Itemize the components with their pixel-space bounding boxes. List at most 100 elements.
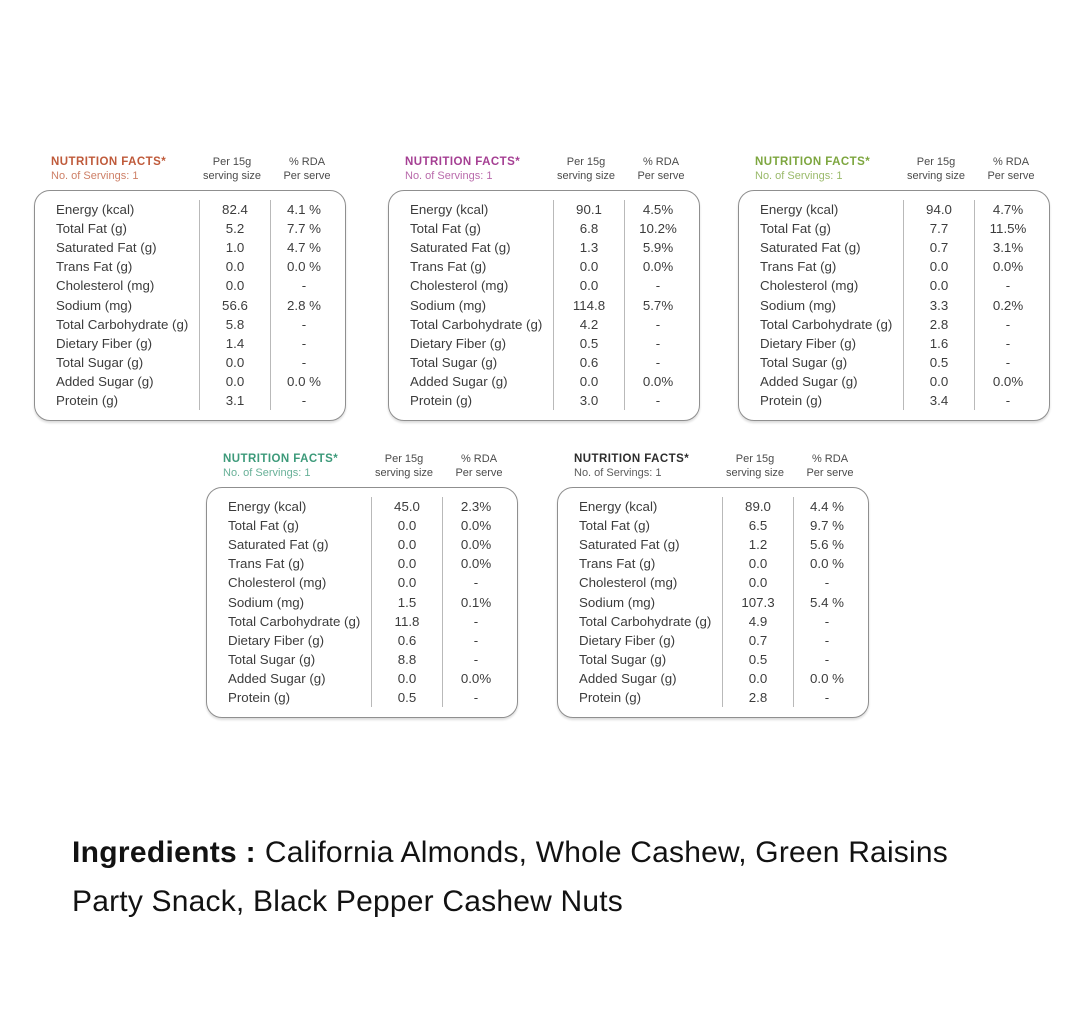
nutrient-row: Dietary Fiber (g) 1.4- (35, 333, 345, 353)
nutrient-value: 0.0 (199, 276, 270, 296)
nutrient-value: 0.7 (722, 630, 793, 650)
nutrient-value: 0.5 (903, 352, 974, 372)
nutrition-table-2-box: Energy (kcal) 90.1 4.5% Total Fat (g) 6.8 10… (388, 190, 700, 421)
nutrient-label: Total Fat (g) (56, 221, 127, 237)
nutrient-label: Energy (kcal) (579, 499, 658, 515)
nutrient-value: 0.0 (903, 276, 974, 296)
nutrient-label: Saturated Fat (g) (228, 537, 329, 553)
nutrient-row: Total Fat (g) 7.7 11.5% (739, 219, 1049, 239)
rda-line2: Per serve (987, 170, 1035, 182)
nutrient-rda: - (624, 276, 699, 296)
nutrition-facts-title: NUTRITION FACTS* (405, 156, 521, 168)
nutrient-value: 0.6 (553, 352, 624, 372)
nutrient-value: 0.5 (553, 333, 624, 353)
nutrient-value: 0.0 (903, 257, 974, 277)
nutrient-rda: - (442, 573, 517, 593)
nutrient-label: Energy (kcal) (228, 499, 307, 515)
rda-line1: % RDA (642, 156, 680, 168)
nutrient-row: Total Carbohydrate (g) 4.2- (389, 314, 699, 334)
nutrient-row: Total Fat (g) 6.5 9.7 % (558, 516, 868, 536)
nutrition-facts-title: NUTRITION FACTS* (223, 453, 339, 465)
nutrient-label: Total Carbohydrate (g) (410, 316, 543, 332)
nutrient-rda: 0.0% (442, 668, 517, 688)
nutrient-rda: 2.3% (442, 497, 517, 517)
serving-size-line1: Per 15g (735, 453, 775, 465)
nutrient-label: Sodium (mg) (760, 297, 837, 313)
nutrient-row: Protein (g) 3.4- (739, 390, 1049, 411)
nutrition-table-4: NUTRITION FACTS* No. of Servings: 1 Per … (206, 452, 518, 718)
nutrient-rda: 4.5% (624, 200, 699, 220)
nutrient-rda: - (974, 333, 1049, 353)
serving-size-line1: Per 15g (384, 453, 424, 465)
nutrient-value: 107.3 (722, 592, 793, 612)
nutrient-rda: - (624, 390, 699, 411)
nutrient-value: 4.2 (553, 314, 624, 334)
nutrient-rda: 0.0% (624, 371, 699, 391)
nutrient-label: Energy (kcal) (760, 202, 839, 218)
nutrient-label: Cholesterol (mg) (760, 278, 859, 294)
nutrition-table-1: NUTRITION FACTS* No. of Servings: 1 Per … (34, 155, 346, 421)
nutrient-label: Added Sugar (g) (760, 373, 858, 389)
nutrient-row: Saturated Fat (g) 0.7 3.1% (739, 238, 1049, 258)
nutrient-rda: 5.6 % (793, 535, 868, 555)
nutrient-rda: 0.0 % (270, 257, 345, 277)
nutrient-label: Cholesterol (mg) (56, 278, 155, 294)
nutrient-rda: 0.0% (442, 535, 517, 555)
nutrient-label: Protein (g) (228, 689, 291, 705)
nutrition-facts-title: NUTRITION FACTS* (755, 156, 871, 168)
nutrient-rda: 0.0% (442, 554, 517, 574)
nutrient-label: Dietary Fiber (g) (56, 335, 153, 351)
nutrient-rda: 11.5% (974, 219, 1049, 239)
serving-size-line1: Per 15g (916, 156, 956, 168)
column-header-serving-size: Per 15g serving size (550, 155, 622, 183)
nutrient-value: 0.0 (553, 257, 624, 277)
nutrient-rda: - (270, 314, 345, 334)
nutrient-value: 0.5 (371, 687, 442, 708)
nutrient-label: Total Fat (g) (760, 221, 831, 237)
nutrient-row: Trans Fat (g) 0.0 0.0% (739, 257, 1049, 277)
nutrient-label: Total Carbohydrate (g) (228, 613, 361, 629)
nutrient-row: Protein (g) 3.0- (389, 390, 699, 411)
nutrition-table-1-box: Energy (kcal) 82.4 4.1 % Total Fat (g) 5.2 7… (34, 190, 346, 421)
nutrient-rda: - (442, 611, 517, 631)
nutrient-row: Sodium (mg) 56.6 2.8 % (35, 295, 345, 315)
nutrient-row: Saturated Fat (g) 1.3 5.9% (389, 238, 699, 258)
nutrient-row: Trans Fat (g) 0.0 0.0% (207, 554, 517, 574)
nutrient-row: Dietary Fiber (g) 0.7- (558, 630, 868, 650)
nutrient-rda: - (270, 352, 345, 372)
nutrient-row: Total Sugar (g) 0.0- (35, 352, 345, 372)
nutrient-row: Energy (kcal) 82.4 4.1 % (35, 200, 345, 220)
nutrient-row: Saturated Fat (g) 1.0 4.7 % (35, 238, 345, 258)
serving-size-line2: serving size (906, 170, 966, 182)
nutrient-value: 0.0 (553, 276, 624, 296)
servings-label: No. of Servings: 1 (405, 170, 493, 182)
ingredients-label: Ingredients : (72, 836, 256, 869)
servings-label: No. of Servings: 1 (574, 467, 662, 479)
nutrient-rda: 4.7% (974, 200, 1049, 220)
nutrient-row: Total Carbohydrate (g) 2.8- (739, 314, 1049, 334)
nutrient-row: Trans Fat (g) 0.0 0.0 % (558, 554, 868, 574)
nutrition-table-5-header: NUTRITION FACTS* No. of Servings: 1 Per … (557, 452, 869, 487)
nutrient-row: Protein (g) 3.1- (35, 390, 345, 411)
nutrient-label: Sodium (mg) (56, 297, 133, 313)
nutrient-row: Added Sugar (g) 0.0 0.0% (389, 371, 699, 391)
nutrient-row: Cholesterol (mg) 0.0- (389, 276, 699, 296)
nutrient-label: Protein (g) (579, 689, 642, 705)
nutrient-row: Energy (kcal) 94.0 4.7% (739, 200, 1049, 220)
nutrient-label: Energy (kcal) (56, 202, 135, 218)
nutrient-row: Total Sugar (g) 0.6- (389, 352, 699, 372)
nutrient-rda: - (442, 630, 517, 650)
nutrition-table-3-header: NUTRITION FACTS* No. of Servings: 1 Per … (738, 155, 1050, 190)
nutrient-value: 3.1 (199, 390, 270, 411)
nutrition-table-3: NUTRITION FACTS* No. of Servings: 1 Per … (738, 155, 1050, 421)
nutrient-value: 0.0 (371, 554, 442, 574)
nutrient-value: 11.8 (371, 611, 442, 631)
nutrient-rda: - (974, 276, 1049, 296)
nutrient-row: Added Sugar (g) 0.0 0.0% (739, 371, 1049, 391)
nutrient-label: Total Carbohydrate (g) (56, 316, 189, 332)
nutrient-value: 5.2 (199, 219, 270, 239)
nutrient-row: Cholesterol (mg) 0.0- (35, 276, 345, 296)
nutrient-rda: 4.1 % (270, 200, 345, 220)
nutrient-value: 114.8 (553, 295, 624, 315)
nutrient-rda: - (974, 314, 1049, 334)
